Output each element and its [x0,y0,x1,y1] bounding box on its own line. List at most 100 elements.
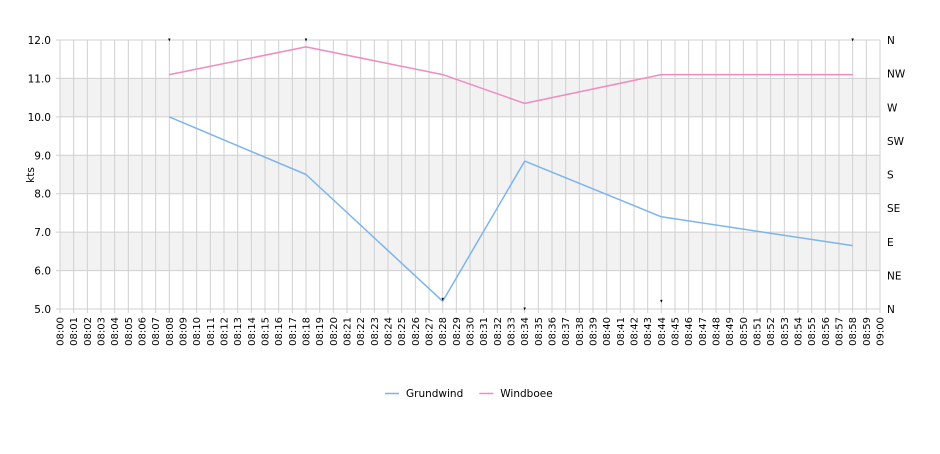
x-tick-label: 08:07 [151,317,162,346]
x-tick-label: 08:02 [83,317,94,346]
x-tick-label: 09:00 [876,317,887,346]
x-tick-label: 08:29 [452,317,463,346]
horizontal-gridlines [56,39,880,310]
wind-direction-marker [523,307,526,311]
wind-direction-marker [441,297,444,301]
wind-direction-marker [304,38,308,42]
right-tick-label: E [887,237,894,249]
series-lines [169,46,853,303]
x-tick-label: 08:54 [794,317,805,346]
x-tick-label: 08:44 [657,317,668,346]
x-tick-label: 08:47 [698,317,709,346]
right-tick-label: SE [887,203,900,215]
x-tick-label: 08:01 [69,317,80,346]
x-tick-label: 08:08 [165,317,176,346]
x-tick-label: 08:40 [602,317,613,346]
vertical-gridlines [59,40,881,313]
legend-item-windboee[interactable]: Windboee [479,388,553,400]
x-tick-label: 08:17 [288,317,299,346]
x-axis-ticks: 08:00 08:01 08:02 08:03 08:04 08:05 08:06 08:07… [56,317,887,346]
x-tick-label: 08:04 [110,317,121,346]
x-tick-label: 08:05 [124,317,135,346]
y-tick-label: 7.0 [34,227,51,239]
x-tick-label: 08:24 [384,317,395,346]
x-tick-label: 08:46 [684,317,695,346]
x-tick-label: 08:33 [507,317,518,346]
wind-direction-marker [851,38,854,42]
x-tick-label: 08:35 [534,317,545,346]
y-axis-label: kts [25,167,37,183]
y-tick-label: 10.0 [28,112,51,124]
legend-label: Windboee [500,388,552,400]
right-tick-label: NW [887,69,906,81]
y-tick-label: 11.0 [28,73,51,85]
x-tick-label: 08:50 [739,317,750,346]
right-tick-label: W [887,102,898,114]
x-tick-label: 08:00 [56,317,67,346]
legend-label: Grundwind [406,388,463,400]
series-line-grundwind [169,116,853,303]
legend-item-grundwind[interactable]: Grundwind [385,388,463,400]
y-tick-label: 9.0 [34,150,51,162]
y-tick-label: 5.0 [34,304,51,316]
series-line-windboee [169,46,853,105]
x-tick-label: 08:10 [192,317,203,346]
x-tick-label: 08:23 [370,317,381,346]
x-tick-label: 08:56 [821,317,832,346]
x-tick-label: 08:31 [479,317,490,346]
x-tick-label: 08:39 [589,317,600,346]
x-tick-label: 08:37 [561,317,572,346]
x-tick-label: 08:51 [753,317,764,346]
right-tick-label: NE [887,270,902,282]
y-tick-label: 6.0 [34,266,51,278]
x-tick-label: 08:48 [712,317,723,346]
x-tick-label: 08:09 [179,317,190,346]
x-tick-label: 08:59 [862,317,873,346]
x-tick-label: 08:32 [493,317,504,346]
x-tick-label: 08:43 [643,317,654,346]
x-tick-label: 08:12 [220,317,231,346]
right-tick-label: S [887,170,894,182]
legend[interactable]: Grundwind Windboee [385,388,553,400]
x-tick-label: 08:49 [725,317,736,346]
x-tick-label: 08:19 [315,317,326,346]
x-tick-label: 08:22 [356,317,367,346]
x-tick-label: 08:57 [835,317,846,346]
direction-markers [168,38,854,311]
x-tick-label: 08:20 [329,317,340,346]
x-tick-label: 08:11 [206,317,217,346]
x-tick-label: 08:06 [138,317,149,346]
x-tick-label: 08:16 [274,317,285,346]
x-tick-label: 08:42 [630,317,641,346]
y-tick-label: 12.0 [28,35,51,47]
x-tick-label: 08:18 [302,317,313,346]
x-tick-label: 08:25 [397,317,408,346]
x-tick-label: 08:13 [233,317,244,346]
x-tick-label: 08:55 [807,317,818,346]
x-tick-label: 08:41 [616,317,627,346]
x-tick-label: 08:38 [575,317,586,346]
right-axis-ticks: N NE E SE S SW W NW N [887,35,906,316]
right-tick-label: N [887,304,895,316]
x-tick-label: 08:45 [671,317,682,346]
x-tick-label: 08:03 [97,317,108,346]
x-tick-label: 08:53 [780,317,791,346]
x-tick-label: 08:27 [425,317,436,346]
x-tick-label: 08:34 [520,317,531,346]
x-tick-label: 08:28 [438,317,449,346]
wind-direction-marker [168,38,171,42]
right-tick-label: N [887,35,895,47]
x-tick-label: 08:21 [343,317,354,346]
right-tick-label: SW [887,136,905,148]
x-tick-label: 08:14 [247,317,258,346]
x-tick-label: 08:52 [766,317,777,346]
x-tick-label: 08:30 [466,317,477,346]
x-tick-label: 08:58 [848,317,859,346]
x-tick-label: 08:26 [411,317,422,346]
wind-direction-marker [660,299,663,303]
y-axis-ticks: 5.0 6.0 7.0 8.0 9.0 10.0 11.0 12.0 [28,35,51,316]
x-tick-label: 08:36 [548,317,559,346]
y-tick-label: 8.0 [34,189,51,201]
